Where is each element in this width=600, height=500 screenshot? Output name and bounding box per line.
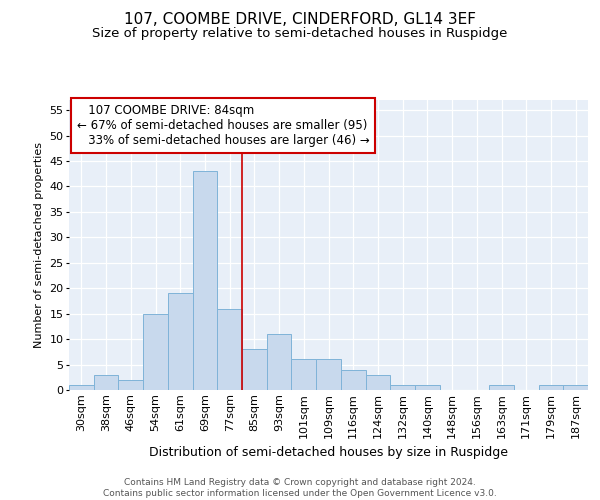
Bar <box>316 360 341 390</box>
Bar <box>267 334 292 390</box>
Bar <box>415 385 440 390</box>
Text: Contains HM Land Registry data © Crown copyright and database right 2024.
Contai: Contains HM Land Registry data © Crown c… <box>103 478 497 498</box>
Bar <box>69 385 94 390</box>
Bar <box>341 370 365 390</box>
X-axis label: Distribution of semi-detached houses by size in Ruspidge: Distribution of semi-detached houses by … <box>149 446 508 459</box>
Bar <box>143 314 168 390</box>
Y-axis label: Number of semi-detached properties: Number of semi-detached properties <box>34 142 44 348</box>
Bar <box>292 360 316 390</box>
Text: 107 COOMBE DRIVE: 84sqm
← 67% of semi-detached houses are smaller (95)
   33% of: 107 COOMBE DRIVE: 84sqm ← 67% of semi-de… <box>77 104 370 148</box>
Bar <box>168 294 193 390</box>
Text: Size of property relative to semi-detached houses in Ruspidge: Size of property relative to semi-detach… <box>92 28 508 40</box>
Bar <box>193 171 217 390</box>
Bar <box>489 385 514 390</box>
Bar <box>242 350 267 390</box>
Bar <box>118 380 143 390</box>
Bar <box>217 308 242 390</box>
Bar <box>539 385 563 390</box>
Bar <box>563 385 588 390</box>
Bar <box>390 385 415 390</box>
Bar <box>94 374 118 390</box>
Text: 107, COOMBE DRIVE, CINDERFORD, GL14 3EF: 107, COOMBE DRIVE, CINDERFORD, GL14 3EF <box>124 12 476 28</box>
Bar <box>365 374 390 390</box>
